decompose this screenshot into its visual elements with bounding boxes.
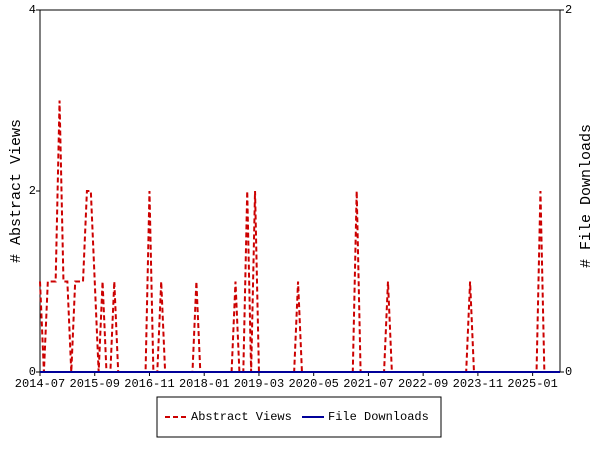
x-tick-label: 2021-07 bbox=[343, 377, 393, 391]
y2-tick-label: 0 bbox=[565, 365, 572, 379]
x-tick-label: 2022-09 bbox=[398, 377, 448, 391]
y-axis-label: # Abstract Views bbox=[8, 119, 25, 263]
x-tick-label: 2016-11 bbox=[124, 377, 174, 391]
x-tick-label: 2019-03 bbox=[234, 377, 284, 391]
plot-frame bbox=[39, 9, 561, 373]
x-tick-label: 2023-11 bbox=[453, 377, 503, 391]
y2-tick-label: 2 bbox=[565, 3, 572, 17]
y-tick-label: 4 bbox=[29, 3, 36, 17]
series-line bbox=[39, 100, 560, 373]
legend-label: File Downloads bbox=[328, 410, 429, 424]
x-tick-label: 2025-01 bbox=[507, 377, 557, 391]
x-tick-label: 2018-01 bbox=[179, 377, 229, 391]
y-tick-label: 0 bbox=[29, 365, 36, 379]
x-tick-label: 2014-07 bbox=[15, 377, 65, 391]
y2-axis-label: # File Downloads bbox=[578, 124, 595, 268]
y-tick-label: 2 bbox=[29, 184, 36, 198]
x-tick-label: 2020-05 bbox=[288, 377, 338, 391]
x-tick-label: 2015-09 bbox=[70, 377, 120, 391]
legend-label: Abstract Views bbox=[191, 410, 292, 424]
legend-box bbox=[156, 396, 442, 438]
